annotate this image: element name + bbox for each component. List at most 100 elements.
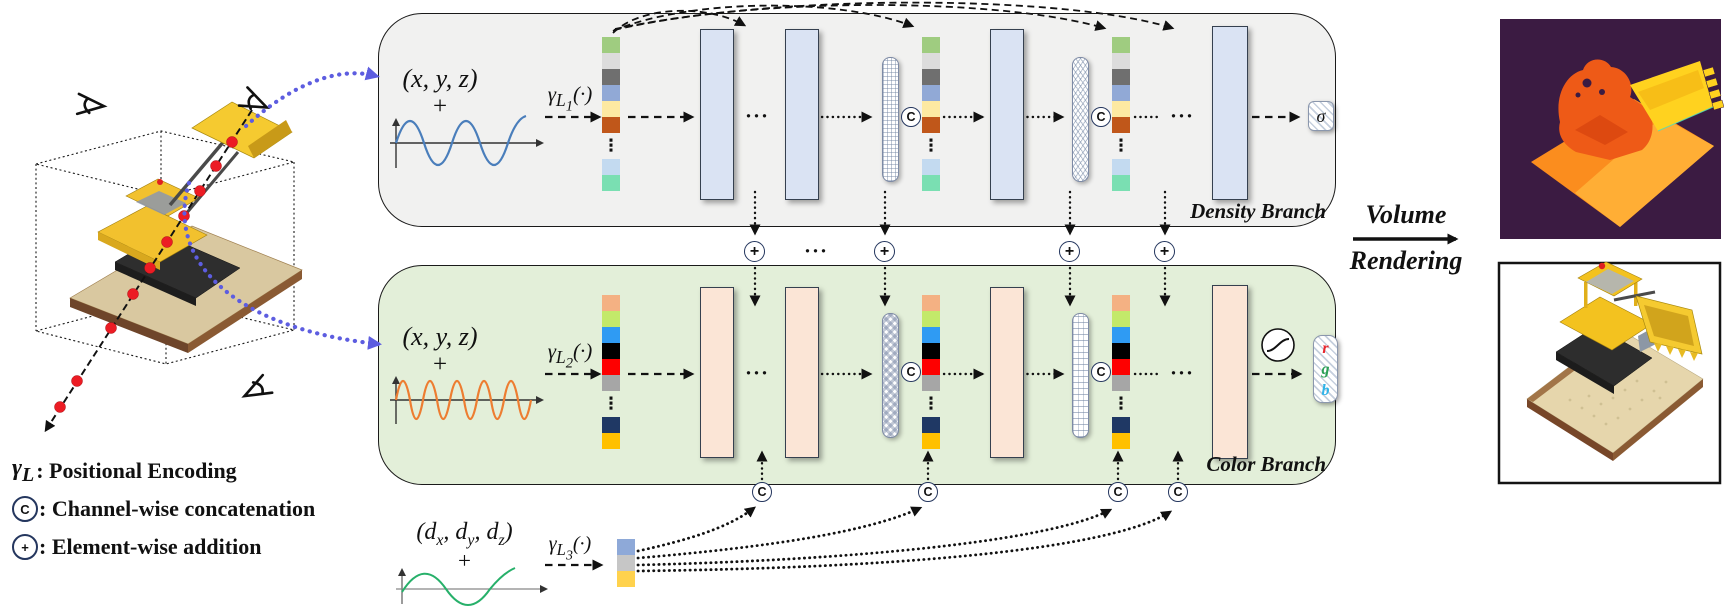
feature-channel xyxy=(602,311,620,327)
color-mlp-layer-3 xyxy=(990,287,1024,458)
rgb-letter-r: r xyxy=(1322,339,1329,357)
volume-rendering-line2: Rendering xyxy=(1349,246,1463,275)
density-mlp-layer-1 xyxy=(700,29,734,200)
feature-channel xyxy=(922,117,940,133)
volume-rendering-line1: Volume xyxy=(1365,200,1447,229)
feature-channel xyxy=(602,359,620,375)
concat-icon: C xyxy=(1168,482,1188,502)
feature-channel xyxy=(602,85,620,101)
feature-channel xyxy=(922,359,940,375)
feature-channel xyxy=(602,175,620,191)
feature-channel xyxy=(1112,37,1130,53)
feature-channel xyxy=(1112,69,1130,85)
feature-channel xyxy=(602,295,620,311)
sigmoid-icon xyxy=(1261,328,1295,362)
concat-icon: C xyxy=(1091,107,1111,127)
density-mlp-layer-4 xyxy=(1212,26,1248,200)
elementwise-add-icon: + xyxy=(874,241,895,262)
direction-encoding-label: γL3(·) xyxy=(548,533,592,564)
density-skip-arcs xyxy=(612,1,1175,34)
feature-channel xyxy=(922,101,940,117)
sample-to-density-arrow xyxy=(243,66,380,129)
color-mlp-layer-4 xyxy=(1212,285,1248,459)
feature-channel xyxy=(602,375,620,391)
density-branch-box xyxy=(378,13,1336,227)
density-concat-feature-1 xyxy=(882,57,899,182)
elementwise-add-icon: + xyxy=(1059,241,1080,262)
feature-channel xyxy=(602,343,620,359)
feature-channel xyxy=(1112,175,1130,191)
density-positional-wave xyxy=(390,114,544,168)
vertical-ellipsis: ⋮ xyxy=(602,394,620,414)
feature-channel xyxy=(922,343,940,359)
color-plus-sign: + xyxy=(432,351,448,378)
elementwise-add-icon: + xyxy=(1154,241,1175,262)
feature-channel xyxy=(617,555,635,571)
ellipsis: ··· xyxy=(744,361,769,385)
depth-map-image xyxy=(1500,19,1724,239)
direction-concat-connectors xyxy=(636,450,1184,573)
vertical-ellipsis: ⋮ xyxy=(1112,394,1130,414)
color-feature-vector-2: ⋮ xyxy=(922,295,940,449)
color-feature-vector-1: ⋮ xyxy=(602,295,620,449)
feature-channel xyxy=(922,53,940,69)
rgb-letter-b: b xyxy=(1321,381,1330,399)
density-feature-vector-1: ⋮ xyxy=(602,37,620,191)
feature-channel xyxy=(1112,433,1130,449)
rgb-letter-g: g xyxy=(1321,360,1330,378)
concat-icon: C xyxy=(901,107,921,127)
density-branch-title: Density Branch xyxy=(1190,199,1326,223)
feature-channel xyxy=(922,295,940,311)
concat-icon: C xyxy=(1108,482,1128,502)
camera-icon-top-right xyxy=(237,86,271,111)
color-concat-feature-2 xyxy=(1072,313,1089,438)
gamma-symbol: γL xyxy=(12,455,35,486)
color-positional-wave xyxy=(390,376,544,424)
feature-channel xyxy=(922,159,940,175)
direction-coords-label: (dx, dy, dz) xyxy=(416,519,513,549)
vertical-ellipsis: ⋮ xyxy=(602,136,620,156)
color-branch-title: Color Branch xyxy=(1206,452,1326,476)
ellipsis: ··· xyxy=(1169,361,1194,385)
legend-concatenation: C : Channel-wise concatenation xyxy=(12,493,315,525)
sample-to-color-arrow xyxy=(182,180,382,350)
feature-channel xyxy=(602,327,620,343)
ray-sample-points xyxy=(54,136,238,413)
feature-channel xyxy=(602,159,620,175)
feature-channel xyxy=(602,37,620,53)
feature-channel xyxy=(617,571,635,587)
feature-channel xyxy=(1112,327,1130,343)
feature-channel xyxy=(1112,311,1130,327)
feature-channel xyxy=(617,539,635,555)
ellipsis: ··· xyxy=(744,104,769,128)
concat-icon: C xyxy=(752,482,772,502)
density-mlp-layer-2 xyxy=(785,29,819,200)
feature-channel xyxy=(922,327,940,343)
vertical-ellipsis: ⋮ xyxy=(1112,136,1130,156)
concat-icon: C xyxy=(901,362,921,382)
color-encoding-label: γL2(·) xyxy=(547,339,593,372)
feature-channel xyxy=(1112,343,1130,359)
ellipsis: ··· xyxy=(1169,104,1194,128)
direction-wave xyxy=(396,567,548,606)
feature-channel xyxy=(922,85,940,101)
feature-channel xyxy=(922,375,940,391)
color-concat-feature-1 xyxy=(882,313,899,438)
color-mlp-layer-2 xyxy=(785,287,819,458)
feature-channel xyxy=(1112,101,1130,117)
legend-addition: + : Element-wise addition xyxy=(12,531,261,563)
legend-label: : Channel-wise concatenation xyxy=(39,496,316,521)
feature-channel xyxy=(1112,159,1130,175)
feature-channel xyxy=(1112,375,1130,391)
feature-channel xyxy=(922,69,940,85)
feature-channel xyxy=(922,417,940,433)
density-mlp-layer-3 xyxy=(990,29,1024,200)
lego-bulldozer-scene xyxy=(69,101,303,353)
feature-channel xyxy=(1112,417,1130,433)
feature-channel xyxy=(602,417,620,433)
legend-positional-encoding: γL : Positional Encoding xyxy=(12,455,237,487)
feature-channel xyxy=(602,53,620,69)
legend-label: : Element-wise addition xyxy=(39,534,262,559)
